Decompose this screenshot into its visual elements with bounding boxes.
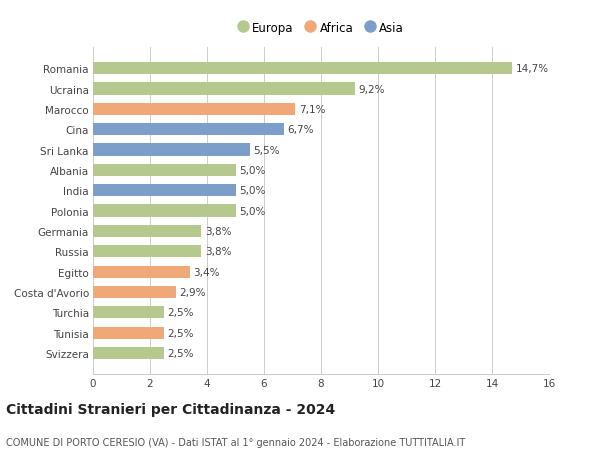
Bar xyxy=(93,266,190,278)
Text: 2,5%: 2,5% xyxy=(167,308,194,318)
Bar xyxy=(93,347,164,359)
Text: 7,1%: 7,1% xyxy=(299,105,325,115)
Text: Cittadini Stranieri per Cittadinanza - 2024: Cittadini Stranieri per Cittadinanza - 2… xyxy=(6,402,335,416)
Bar xyxy=(93,225,202,237)
Text: COMUNE DI PORTO CERESIO (VA) - Dati ISTAT al 1° gennaio 2024 - Elaborazione TUTT: COMUNE DI PORTO CERESIO (VA) - Dati ISTA… xyxy=(6,437,465,447)
Bar xyxy=(93,246,202,258)
Text: 9,2%: 9,2% xyxy=(359,84,385,95)
Text: 6,7%: 6,7% xyxy=(287,125,314,135)
Text: 3,4%: 3,4% xyxy=(193,267,220,277)
Bar xyxy=(93,164,235,177)
Text: 3,8%: 3,8% xyxy=(205,247,231,257)
Text: 5,5%: 5,5% xyxy=(253,146,280,155)
Text: 14,7%: 14,7% xyxy=(515,64,548,74)
Bar xyxy=(93,83,355,95)
Bar xyxy=(93,327,164,339)
Text: 5,0%: 5,0% xyxy=(239,186,265,196)
Bar xyxy=(93,185,235,197)
Text: 5,0%: 5,0% xyxy=(239,206,265,216)
Text: 3,8%: 3,8% xyxy=(205,226,231,236)
Bar xyxy=(93,144,250,157)
Bar xyxy=(93,307,164,319)
Bar xyxy=(93,63,512,75)
Bar xyxy=(93,104,295,116)
Text: 2,5%: 2,5% xyxy=(167,328,194,338)
Bar xyxy=(93,205,235,217)
Bar xyxy=(93,286,176,298)
Text: 2,5%: 2,5% xyxy=(167,348,194,358)
Text: 2,9%: 2,9% xyxy=(179,287,206,297)
Legend: Europa, Africa, Asia: Europa, Africa, Asia xyxy=(238,22,404,34)
Text: 5,0%: 5,0% xyxy=(239,166,265,175)
Bar xyxy=(93,124,284,136)
